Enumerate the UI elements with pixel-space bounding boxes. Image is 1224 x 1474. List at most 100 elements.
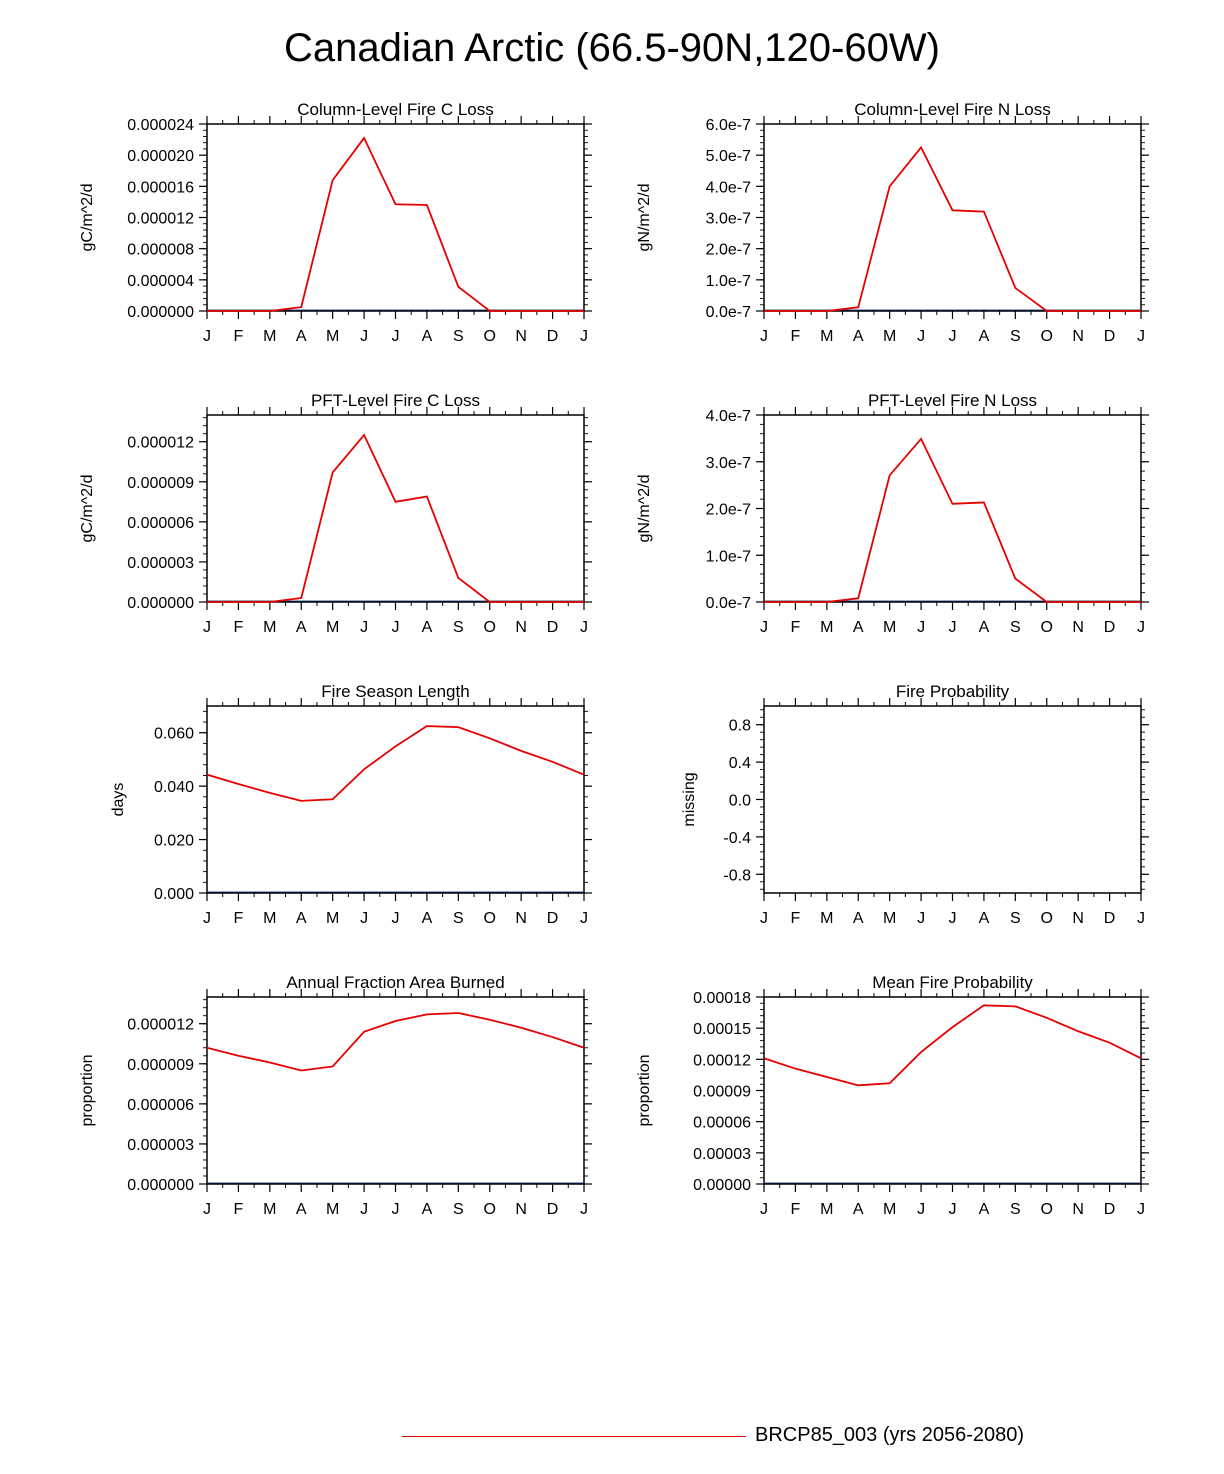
x-tick-label: M xyxy=(263,1201,276,1218)
y-tick-label: 0.000008 xyxy=(127,242,194,259)
y-tick-label: 0.000000 xyxy=(127,595,194,612)
x-tick-label: D xyxy=(547,619,559,636)
x-tick-label: D xyxy=(1104,328,1116,345)
y-tick-label: 0.8 xyxy=(729,718,751,735)
x-tick-label: O xyxy=(484,619,496,636)
legend-line-swatch xyxy=(402,1436,746,1437)
x-tick-label: J xyxy=(392,1201,400,1218)
chart-panel: J F M A M J J A S O N D J 0.0e-7 1.0e-7 2.0e-7 3.0e-7 4.0… xyxy=(636,391,1149,636)
chart-panel: J F M A M J J A S O N D J 0.000000 0.000003 0.000006 0.0… xyxy=(79,391,592,636)
y-tick-label: 4.0e-7 xyxy=(706,408,751,425)
y-tick-label: 0.000024 xyxy=(127,117,194,134)
y-axis-label: proportion xyxy=(79,1054,96,1126)
x-tick-label: J xyxy=(203,910,211,927)
y-tick-label: 0.000016 xyxy=(127,179,194,196)
x-tick-label: M xyxy=(820,1201,833,1218)
y-tick-label: 0.00015 xyxy=(693,1021,751,1038)
x-tick-label: D xyxy=(1104,910,1116,927)
y-tick-label: 0.040 xyxy=(154,779,194,796)
x-tick-label: S xyxy=(1010,910,1021,927)
chart-title: PFT-Level Fire N Loss xyxy=(868,391,1037,410)
plot-frame xyxy=(206,414,585,603)
x-tick-label: A xyxy=(296,619,307,636)
plot-frame xyxy=(206,123,585,312)
x-tick-label: J xyxy=(580,619,588,636)
y-axis-label: missing xyxy=(681,772,698,826)
x-tick-label: J xyxy=(760,328,768,345)
x-tick-label: D xyxy=(547,1201,559,1218)
x-tick-label: J xyxy=(760,1201,768,1218)
x-tick-label: O xyxy=(1041,328,1053,345)
x-tick-label: M xyxy=(883,328,896,345)
x-tick-label: J xyxy=(917,619,925,636)
y-tick-label: 1.0e-7 xyxy=(706,548,751,565)
y-tick-label: 0.000003 xyxy=(127,555,194,572)
x-tick-label: A xyxy=(979,328,990,345)
x-tick-label: N xyxy=(515,910,527,927)
chart-panel: J F M A M J J A S O N D J 0.000000 0.000003 0.000006 0.0… xyxy=(79,973,592,1218)
x-tick-label: A xyxy=(422,1201,433,1218)
y-axis-label: gN/m^2/d xyxy=(636,184,653,252)
y-tick-label: 0.000012 xyxy=(127,435,194,452)
chart-title: Mean Fire Probability xyxy=(872,973,1033,992)
y-tick-label: 0.00006 xyxy=(693,1115,751,1132)
x-tick-label: A xyxy=(296,910,307,927)
y-tick-label: 0.00000 xyxy=(693,1177,751,1194)
y-tick-label: 0.000012 xyxy=(127,1017,194,1034)
x-tick-label: N xyxy=(515,328,527,345)
y-tick-label: -0.4 xyxy=(723,830,751,847)
x-tick-label: J xyxy=(360,328,368,345)
y-tick-label: 0.00012 xyxy=(693,1052,751,1069)
x-tick-label: F xyxy=(234,910,244,927)
x-tick-label: J xyxy=(392,328,400,345)
y-tick-label: 0.0e-7 xyxy=(706,304,751,321)
y-tick-label: 0.00009 xyxy=(693,1084,751,1101)
x-tick-label: A xyxy=(979,1201,990,1218)
chart-panel: J F M A M J J A S O N D J 0.000000 0.000004 0.000008 0.0… xyxy=(79,100,592,345)
x-tick-label: J xyxy=(949,910,957,927)
x-tick-label: J xyxy=(580,328,588,345)
y-tick-label: 2.0e-7 xyxy=(706,242,751,259)
x-tick-label: N xyxy=(1072,910,1084,927)
series-line xyxy=(764,437,1141,603)
x-tick-label: J xyxy=(949,328,957,345)
x-tick-label: M xyxy=(820,619,833,636)
x-tick-label: D xyxy=(547,328,559,345)
x-tick-label: N xyxy=(515,1201,527,1218)
x-tick-label: J xyxy=(203,1201,211,1218)
y-tick-label: 3.0e-7 xyxy=(706,211,751,228)
y-tick-label: 2.0e-7 xyxy=(706,502,751,519)
chart-panel: J F M A M J J A S O N D J 0.0e-7 1.0e-7 2.0e-7 3.0e-7 4.0… xyxy=(636,100,1149,345)
x-tick-label: A xyxy=(296,1201,307,1218)
x-tick-label: O xyxy=(1041,910,1053,927)
x-tick-label: J xyxy=(949,1201,957,1218)
x-tick-label: O xyxy=(484,1201,496,1218)
x-tick-label: J xyxy=(392,619,400,636)
x-tick-label: A xyxy=(296,328,307,345)
plot-frame xyxy=(763,123,1142,312)
chart-title: Column-Level Fire C Loss xyxy=(297,100,494,119)
plot-frame xyxy=(763,996,1142,1185)
x-tick-label: F xyxy=(234,1201,244,1218)
x-tick-label: J xyxy=(203,619,211,636)
chart-title: Column-Level Fire N Loss xyxy=(854,100,1051,119)
chart-panel: J F M A M J J A S O N D J 0.000 0.020 0.040 0.060 Fire Se… xyxy=(110,682,592,927)
y-tick-label: 0.000020 xyxy=(127,148,194,165)
x-tick-label: D xyxy=(547,910,559,927)
chart-title: Annual Fraction Area Burned xyxy=(286,973,504,992)
x-tick-label: J xyxy=(360,1201,368,1218)
y-tick-label: 0.000000 xyxy=(127,1177,194,1194)
plot-frame xyxy=(763,414,1142,603)
x-tick-label: A xyxy=(853,619,864,636)
x-tick-label: A xyxy=(979,910,990,927)
x-tick-label: D xyxy=(1104,619,1116,636)
series-line xyxy=(206,725,585,802)
legend: BRCP85_003 (yrs 2056-2080) xyxy=(0,1420,1224,1460)
x-tick-label: J xyxy=(1137,328,1145,345)
y-tick-label: 0.4 xyxy=(729,755,751,772)
y-tick-label: 0.0 xyxy=(729,793,751,810)
x-tick-label: A xyxy=(422,619,433,636)
y-tick-label: 0.000009 xyxy=(127,1057,194,1074)
x-tick-label: A xyxy=(422,328,433,345)
x-tick-label: F xyxy=(791,328,801,345)
